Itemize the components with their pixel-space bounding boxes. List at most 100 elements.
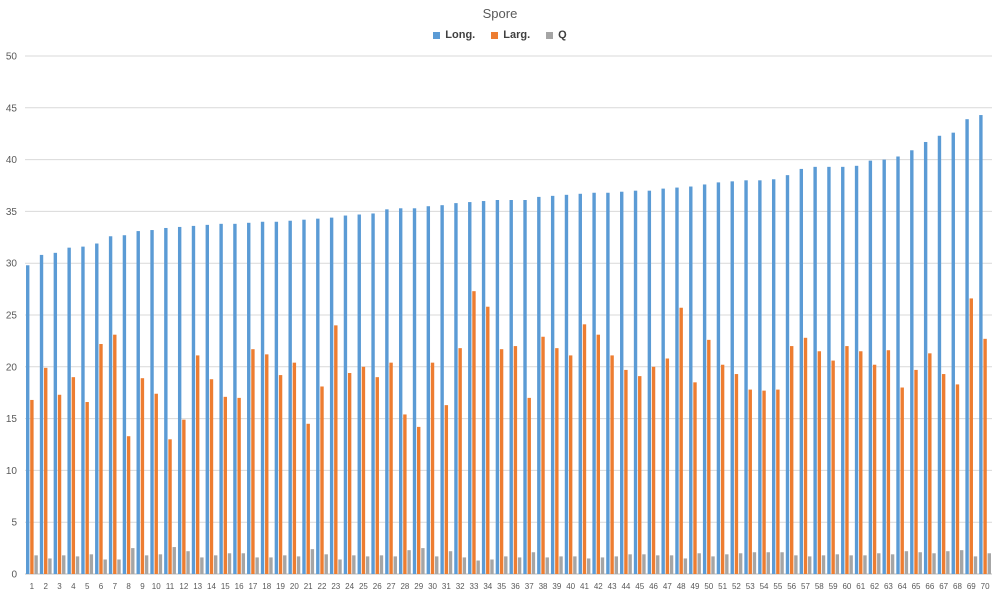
legend-label-long: Long. <box>445 29 476 41</box>
bar-larg-7 <box>113 334 117 574</box>
bar-q-1 <box>34 555 38 574</box>
bar-long-15 <box>219 223 223 574</box>
bar-q-7 <box>117 559 121 574</box>
bar-larg-42 <box>596 334 600 574</box>
bar-larg-44 <box>624 369 628 574</box>
bar-long-17 <box>247 222 251 574</box>
y-tick-label: 30 <box>6 259 18 270</box>
x-tick-label: 41 <box>580 582 589 591</box>
bar-long-67 <box>937 135 942 574</box>
bar-q-47 <box>669 555 674 574</box>
bar-long-12 <box>177 226 182 574</box>
bar-larg-49 <box>693 382 697 574</box>
bar-q-70 <box>987 553 991 574</box>
bar-long-47 <box>661 188 665 574</box>
bar-larg-60 <box>845 346 849 574</box>
bar-long-45 <box>633 190 638 574</box>
bar-q-27 <box>393 556 397 574</box>
bar-long-34 <box>481 201 486 575</box>
legend-item-q: Q <box>546 29 567 41</box>
bar-larg-55 <box>776 389 780 574</box>
bar-larg-15 <box>223 396 228 574</box>
x-tick-label: 10 <box>152 582 161 591</box>
bar-long-13 <box>191 225 196 575</box>
bar-q-66 <box>932 553 936 574</box>
bar-long-55 <box>771 179 776 574</box>
x-tick-label: 64 <box>898 582 907 591</box>
bar-q-13 <box>200 557 204 574</box>
bar-larg-24 <box>347 373 352 574</box>
bar-long-35 <box>495 200 500 574</box>
x-tick-label: 61 <box>856 582 865 591</box>
x-tick-label: 25 <box>359 582 368 591</box>
bar-q-51 <box>725 554 729 574</box>
bar-long-59 <box>827 166 831 575</box>
bar-larg-8 <box>126 436 131 574</box>
bar-long-50 <box>702 184 707 575</box>
x-tick-label: 52 <box>732 582 741 591</box>
bar-long-39 <box>550 195 555 575</box>
bar-larg-46 <box>651 366 656 574</box>
bar-larg-21 <box>306 423 310 574</box>
bar-long-10 <box>150 230 154 574</box>
bar-long-6 <box>95 243 99 575</box>
x-tick-label: 18 <box>262 582 271 591</box>
bar-long-61 <box>854 165 859 575</box>
x-tick-label: 37 <box>525 582 534 591</box>
bar-larg-33 <box>472 291 476 574</box>
bar-q-20 <box>296 556 301 574</box>
bar-larg-38 <box>541 336 545 574</box>
x-tick-label: 63 <box>884 582 893 591</box>
x-tick-label: 12 <box>179 582 188 591</box>
bar-q-5 <box>89 554 94 574</box>
bar-larg-12 <box>182 419 186 574</box>
bar-long-60 <box>841 166 845 575</box>
bar-long-14 <box>205 224 209 575</box>
x-tick-label: 2 <box>43 582 48 591</box>
x-tick-label: 62 <box>870 582 879 591</box>
x-tick-label: 13 <box>193 582 202 591</box>
bar-long-41 <box>578 193 582 574</box>
bar-long-42 <box>592 192 596 574</box>
bar-long-4 <box>67 247 71 574</box>
x-tick-label: 6 <box>99 582 104 591</box>
x-tick-label: 51 <box>718 582 727 591</box>
bar-q-34 <box>490 559 494 574</box>
bar-q-16 <box>241 553 246 574</box>
bar-q-17 <box>255 557 259 574</box>
bar-long-48 <box>675 187 679 574</box>
bar-larg-30 <box>430 362 435 574</box>
bar-larg-6 <box>99 344 103 574</box>
bar-q-12 <box>186 551 190 574</box>
bar-larg-64 <box>900 387 904 574</box>
x-tick-label: 42 <box>594 582 603 591</box>
bar-long-56 <box>785 175 790 574</box>
y-tick-label: 15 <box>6 414 18 425</box>
bar-long-37 <box>523 200 527 574</box>
bar-q-54 <box>766 552 770 574</box>
bar-long-21 <box>302 219 306 575</box>
bar-q-28 <box>407 550 411 574</box>
bar-larg-62 <box>872 364 877 574</box>
bar-larg-2 <box>44 367 48 574</box>
bar-long-64 <box>896 156 900 574</box>
x-tick-label: 7 <box>113 582 118 591</box>
bar-long-58 <box>813 166 817 575</box>
bar-q-11 <box>172 547 176 574</box>
x-tick-label: 3 <box>57 582 62 591</box>
bar-q-39 <box>559 556 563 574</box>
bar-larg-1 <box>30 399 34 574</box>
bar-q-55 <box>780 552 784 574</box>
bar-long-19 <box>274 221 279 574</box>
x-tick-label: 43 <box>608 582 617 591</box>
bar-q-6 <box>103 559 107 574</box>
legend-swatch-long <box>433 31 441 39</box>
bar-long-29 <box>412 208 417 575</box>
bar-long-16 <box>233 223 237 574</box>
bar-larg-17 <box>251 349 255 574</box>
bar-larg-51 <box>720 364 725 574</box>
y-tick-label: 50 <box>6 52 18 63</box>
bar-q-3 <box>62 555 66 574</box>
bar-q-56 <box>794 555 798 574</box>
bar-larg-4 <box>71 377 76 574</box>
